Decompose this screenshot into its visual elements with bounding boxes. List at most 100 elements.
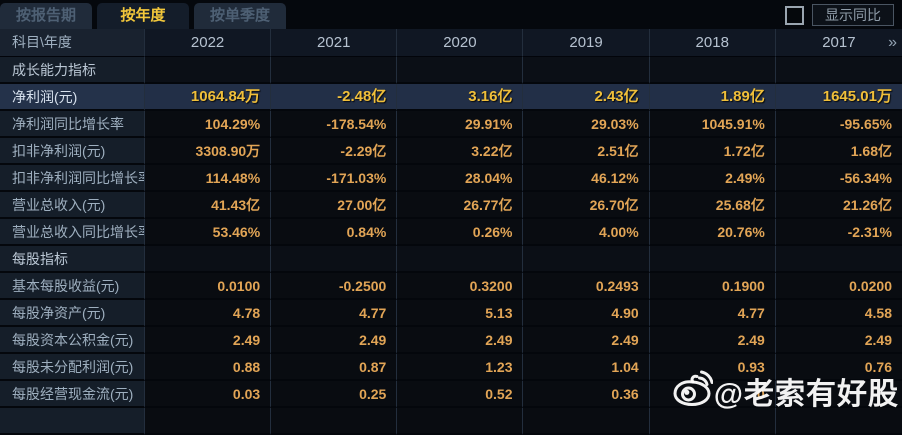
cell-value [775, 408, 902, 435]
cell-value: 4.77 [649, 300, 776, 327]
cell-value: 26.77亿 [397, 192, 524, 219]
row-label [0, 408, 145, 435]
row-label: 净利润同比增长率 [0, 111, 145, 138]
cell-value: 25.68亿 [649, 192, 776, 219]
cell-value: 1645.01万 [775, 84, 902, 111]
cell-value: 28.04% [397, 165, 524, 192]
show-yoy-control: 显示同比 [785, 4, 894, 26]
column-header-year: 2019 [523, 29, 650, 57]
section-row-label: 成长能力指标 [0, 57, 145, 84]
cell-value: 0.1900 [649, 273, 776, 300]
cell-value: -2.29亿 [271, 138, 398, 165]
cell-value: 26.70亿 [523, 192, 650, 219]
cell-value: -178.54% [271, 111, 398, 138]
cell-value: 0.25 [271, 381, 398, 408]
cell-value [649, 408, 776, 435]
cell-value: 0.84% [271, 219, 398, 246]
column-header-year: 2022 [145, 29, 272, 57]
section-row-label: 每股指标 [0, 246, 145, 273]
cell-value [271, 246, 398, 273]
show-yoy-checkbox[interactable] [785, 5, 804, 25]
tab-by-year[interactable]: 按年度 [97, 3, 189, 29]
cell-value: 1045.91% [649, 111, 776, 138]
row-label: 每股资本公积金(元) [0, 327, 145, 354]
cell-value: 2.49 [145, 327, 272, 354]
cell-value [271, 57, 398, 84]
row-label: 扣非净利润同比增长率 [0, 165, 145, 192]
cell-value: 53.46% [145, 219, 272, 246]
cell-value: 29.91% [397, 111, 524, 138]
cell-value: 0.0100 [145, 273, 272, 300]
cell-value: 2.49% [649, 165, 776, 192]
cell-value [523, 408, 650, 435]
cell-value: 0.93 [649, 354, 776, 381]
more-years-icon[interactable]: » [888, 34, 897, 51]
cell-value [145, 57, 272, 84]
cell-value: 0.36 [523, 381, 650, 408]
cell-value: 0.03 [145, 381, 272, 408]
cell-value: 41.43亿 [145, 192, 272, 219]
tab-by-single-quarter[interactable]: 按单季度 [194, 3, 286, 29]
cell-value: 1.68亿 [775, 138, 902, 165]
column-header-year: 2021 [271, 29, 398, 57]
row-label: 每股未分配利润(元) [0, 354, 145, 381]
cell-value [145, 408, 272, 435]
cell-value [145, 246, 272, 273]
cell-value [397, 246, 524, 273]
row-label: 每股经营现金流(元) [0, 381, 145, 408]
cell-value: 1.23 [397, 354, 524, 381]
show-yoy-label[interactable]: 显示同比 [812, 4, 894, 26]
row-label: 每股净资产(元) [0, 300, 145, 327]
cell-value [775, 57, 902, 84]
row-label: 扣非净利润(元) [0, 138, 145, 165]
column-header-year: 2018 [649, 29, 776, 57]
cell-value: 2.49 [649, 327, 776, 354]
cell-value: 3.16亿 [397, 84, 524, 111]
row-label: 净利润(元) [0, 84, 145, 111]
cell-value: 2.43亿 [523, 84, 650, 111]
cell-value [271, 408, 398, 435]
cell-value: 4.58 [775, 300, 902, 327]
cell-value: 46.12% [523, 165, 650, 192]
cell-value: 2.49 [271, 327, 398, 354]
tab-by-report-period[interactable]: 按报告期 [0, 3, 92, 29]
cell-value: 2.49 [523, 327, 650, 354]
cell-value: 0.0200 [775, 273, 902, 300]
cell-value: 3308.90万 [145, 138, 272, 165]
cell-value: -2.31% [775, 219, 902, 246]
cell-value: 4.90 [523, 300, 650, 327]
cell-value: 2.49 [397, 327, 524, 354]
cell-value: 0.52 [397, 381, 524, 408]
cell-value [523, 246, 650, 273]
cell-value [523, 57, 650, 84]
cell-value: 1.89亿 [649, 84, 776, 111]
cell-value [397, 408, 524, 435]
cell-value: 114.48% [145, 165, 272, 192]
cell-value: 0.76 [775, 354, 902, 381]
cell-value: -56.34% [775, 165, 902, 192]
cell-value [775, 381, 902, 408]
cell-value: 104.29% [145, 111, 272, 138]
cell-value: 2.49 [775, 327, 902, 354]
cell-value [397, 57, 524, 84]
row-label: 基本每股收益(元) [0, 273, 145, 300]
row-label: 营业总收入(元) [0, 192, 145, 219]
cell-value: -2.48亿 [271, 84, 398, 111]
financial-table-header: 科目\年度 2022 2021 2020 2019 2018 2017» [0, 29, 902, 57]
cell-value: 1064.84万 [145, 84, 272, 111]
cell-value: 3.22亿 [397, 138, 524, 165]
cell-value: 20.76% [649, 219, 776, 246]
cell-value: 4.00% [523, 219, 650, 246]
cell-value: 0.87 [271, 354, 398, 381]
column-header-subject: 科目\年度 [0, 29, 145, 57]
cell-value: 0 [649, 381, 776, 408]
cell-value: -171.03% [271, 165, 398, 192]
cell-value: 1.04 [523, 354, 650, 381]
cell-value: 0.2493 [523, 273, 650, 300]
financial-table-body: 成长能力指标 净利润(元) 1064.84万 -2.48亿 3.16亿 2.43亿 1.89… [0, 57, 902, 435]
cell-value: -95.65% [775, 111, 902, 138]
cell-value: 0.26% [397, 219, 524, 246]
cell-value: 21.26亿 [775, 192, 902, 219]
cell-value: 0.3200 [397, 273, 524, 300]
cell-value: 5.13 [397, 300, 524, 327]
